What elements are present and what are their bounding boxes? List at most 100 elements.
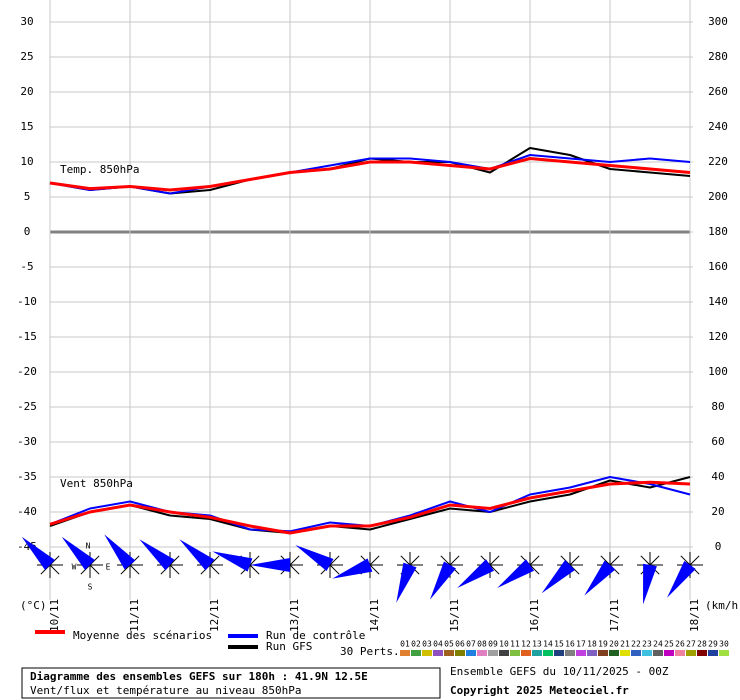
barb-arrow [104, 534, 136, 570]
y2-tick-label: 260 [708, 85, 728, 98]
wind-barb [584, 552, 623, 596]
barb-star [489, 555, 500, 566]
pert-swatch [521, 650, 531, 656]
y2-tick-label: 100 [708, 365, 728, 378]
pert-swatch [543, 650, 553, 656]
pert-swatch [576, 650, 586, 656]
pert-swatch [510, 650, 520, 656]
pert-label: 28 [697, 640, 707, 649]
x-tick-label: 16/11 [528, 599, 541, 632]
barb-star [409, 555, 420, 566]
y2-tick-label: 140 [708, 295, 728, 308]
barb-star [249, 564, 260, 575]
barb-arrow [396, 562, 417, 603]
x-tick-label: 12/11 [208, 599, 221, 632]
barb-arrow [667, 560, 696, 598]
pert-label: 18 [587, 640, 597, 649]
y2-tick-label: 20 [711, 505, 724, 518]
barb-star [329, 555, 340, 566]
barb-star [169, 564, 180, 575]
barb-star [89, 564, 100, 575]
y2-unit: (km/h) [705, 599, 740, 612]
title-box [21, 667, 441, 699]
pert-label: 27 [686, 640, 696, 649]
pert-swatch [642, 650, 652, 656]
barb-star [209, 555, 220, 566]
compass-e: E [106, 563, 111, 572]
barb-arrow [179, 539, 215, 571]
y2-tick-label: 40 [711, 470, 724, 483]
x-tick-label: 11/11 [128, 599, 141, 632]
pert-label: 16 [565, 640, 575, 649]
pert-label: 30 [719, 640, 729, 649]
wind-barb [250, 552, 303, 578]
pert-label: 26 [675, 640, 685, 649]
wind-barb [457, 552, 503, 588]
barb-star [369, 555, 380, 566]
barb-arrow [250, 558, 290, 572]
barb-star [289, 564, 300, 575]
y-tick-label: 20 [20, 85, 33, 98]
barb-star [600, 555, 611, 566]
y2-tick-label: 80 [711, 400, 724, 413]
pert-swatch [609, 650, 619, 656]
copyright: Copyright 2025 Meteociel.fr [450, 684, 629, 697]
barb-arrow [212, 551, 253, 572]
pert-swatch [587, 650, 597, 656]
y-tick-label: 15 [20, 120, 33, 133]
pert-label: 17 [576, 640, 586, 649]
wind-barb [179, 539, 223, 578]
pert-label: 19 [598, 640, 608, 649]
pert-label: 24 [653, 640, 663, 649]
barb-star [120, 564, 131, 575]
barb-star [680, 555, 691, 566]
barb-star [289, 555, 300, 566]
temp-label: Temp. 850hPa [60, 163, 139, 176]
wind-barb [637, 552, 663, 605]
pert-swatch [708, 650, 718, 656]
pert-swatch [686, 650, 696, 656]
legend-label: Run GFS [266, 640, 312, 653]
pert-label: 25 [664, 640, 674, 649]
barb-star [400, 555, 411, 566]
barb-star [609, 555, 620, 566]
barb-star [49, 555, 60, 566]
wind-barb [430, 552, 463, 600]
perts-label: 30 Perts. [340, 645, 400, 658]
barb-arrow [295, 545, 334, 572]
y-unit: (°C) [20, 599, 47, 612]
y2-tick-label: 220 [708, 155, 728, 168]
wind-barb [21, 536, 63, 578]
y-tick-label: 25 [20, 50, 33, 63]
y2-tick-label: 300 [708, 15, 728, 28]
barb-star [440, 555, 451, 566]
pert-swatch [499, 650, 509, 656]
wind-barb [667, 552, 703, 598]
chart-subtitle: Vent/flux et température au niveau 850hP… [30, 684, 302, 697]
y-tick-label: 10 [20, 155, 33, 168]
pert-label: 06 [455, 640, 465, 649]
pert-swatch [488, 650, 498, 656]
y-tick-label: -40 [17, 505, 37, 518]
pert-label: 07 [466, 640, 476, 649]
pert-swatch [455, 650, 465, 656]
pert-label: 12 [521, 640, 531, 649]
barb-arrow [21, 536, 55, 570]
pert-swatch [620, 650, 630, 656]
barb-star [209, 564, 220, 575]
barb-arrow [430, 561, 457, 600]
x-tick-label: 10/11 [48, 599, 61, 632]
pert-swatch [422, 650, 432, 656]
barb-star [89, 555, 100, 566]
x-tick-label: 17/11 [608, 599, 621, 632]
barb-arrow [497, 559, 535, 588]
pert-label: 29 [708, 640, 718, 649]
legend-label: Moyenne des scénarios [73, 629, 212, 642]
pert-label: 05 [444, 640, 454, 649]
run-label: Ensemble GEFS du 10/11/2025 - 00Z [450, 665, 669, 678]
wind-line [49, 480, 691, 535]
pert-label: 01 [400, 640, 410, 649]
barb-arrow [584, 560, 616, 596]
y-tick-label: -20 [17, 365, 37, 378]
